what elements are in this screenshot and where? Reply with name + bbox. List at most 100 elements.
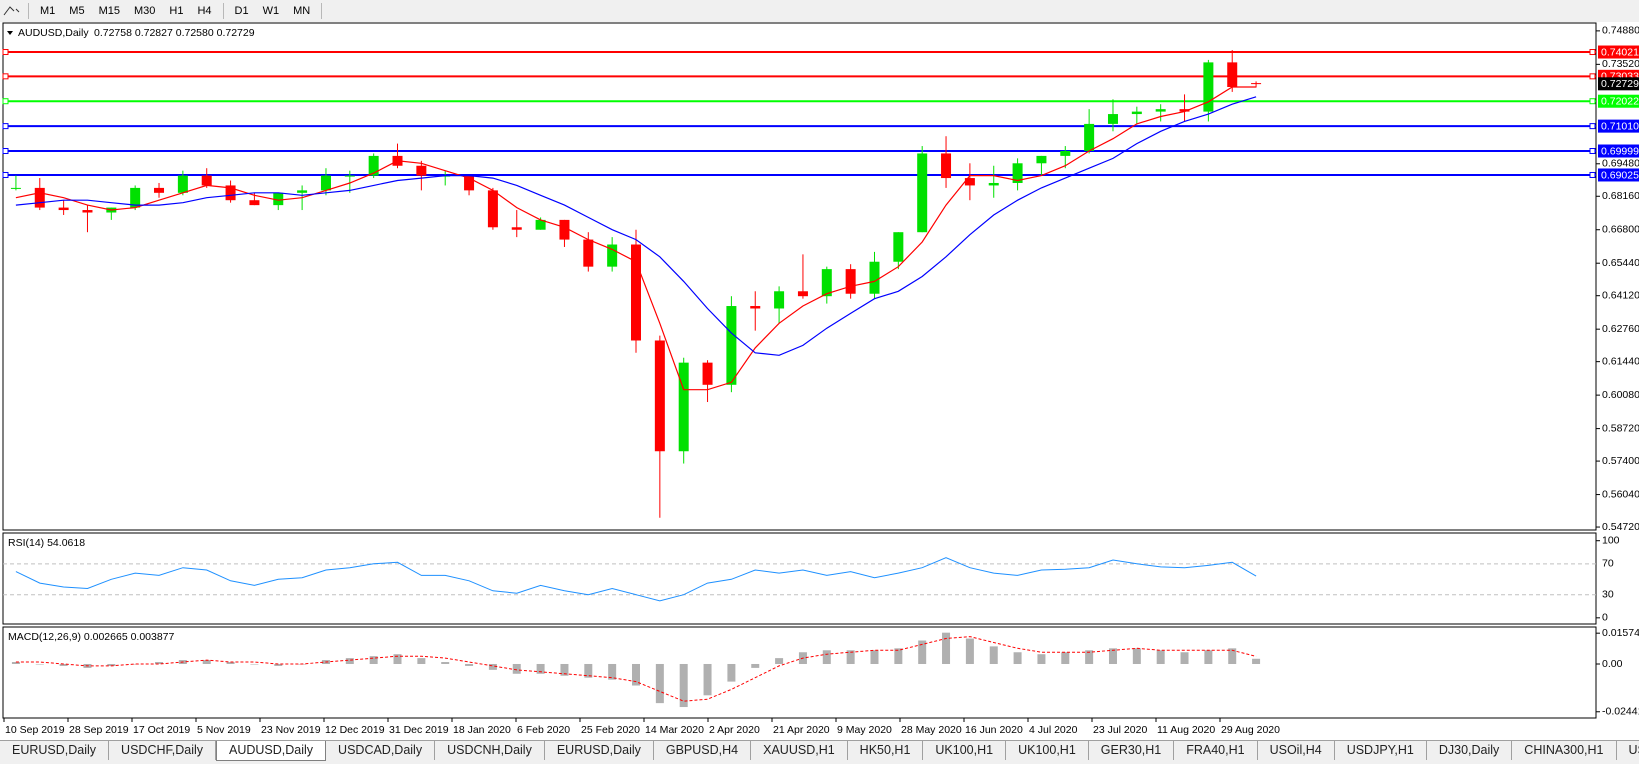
candle-body [297,190,307,192]
x-tick-label: 14 Mar 2020 [645,724,704,736]
candle-body [941,153,951,178]
chart-tab[interactable]: USDCAD,Daily [326,741,435,760]
chart-tab[interactable]: USOil,H1 [1617,741,1639,760]
y-tick-label: 0.73520 [1602,58,1639,70]
chart-window: 0.748800.735200.694800.681600.668000.654… [0,22,1639,740]
macd-bar [1061,652,1069,664]
y-tick-label: 0.61440 [1602,355,1639,367]
macd-bar [727,664,735,682]
candle-body [11,188,21,189]
candle-body [917,153,927,232]
chart-tab[interactable]: FRA40,H1 [1174,741,1257,760]
candle-body [416,166,426,176]
candle-body [82,210,92,212]
candle-body [1132,112,1142,114]
y-tick-label: 0.68160 [1602,190,1639,202]
x-tick-label: 28 May 2020 [901,724,962,736]
macd-bar [704,664,712,695]
level-handle [3,74,8,79]
candle-body [1060,151,1070,156]
chart-tab[interactable]: UK100,H1 [923,741,1006,760]
candle-body [989,183,999,185]
macd-bar [656,664,664,703]
chart-tab[interactable]: USDCHF,Daily [109,741,216,760]
timeframe-button[interactable]: MN [286,1,317,21]
macd-bar [394,654,402,664]
candle-body [59,208,69,210]
chart-tab[interactable]: AUDUSD,Daily [216,741,326,761]
x-tick-label: 16 Jun 2020 [965,724,1023,736]
candle-body [798,291,808,296]
chart-tab[interactable]: EURUSD,Daily [545,741,654,760]
timeframe-button[interactable]: H4 [190,1,218,21]
candle-body [202,176,212,186]
separator [28,3,29,19]
y-tick-label: 0.74880 [1602,25,1639,37]
candle-body [35,188,45,208]
chart-title: AUDUSD,Daily [18,27,89,39]
macd-bar [513,664,521,674]
macd-bar [489,664,497,670]
x-tick-label: 23 Jul 2020 [1093,724,1147,736]
timeframe-button[interactable]: M15 [92,1,127,21]
y-tick-label: 0.56040 [1602,488,1639,500]
timeframe-button[interactable]: M5 [62,1,91,21]
tool-icon [0,1,24,21]
level-handle [1590,99,1595,104]
y-tick-label: 0 [1602,612,1608,624]
timeframe-button[interactable]: M1 [33,1,62,21]
candle-body [154,188,164,193]
chart-tab[interactable]: UK100,H1 [1006,741,1089,760]
macd-bar [370,656,378,664]
x-tick-label: 2 Apr 2020 [709,724,760,736]
timeframe-button[interactable]: H1 [162,1,190,21]
macd-bar [942,633,950,664]
chart-tab[interactable]: USOil,H4 [1258,741,1335,760]
level-handle [1590,124,1595,129]
macd-bar [417,658,425,664]
chart-tab[interactable]: DJ30,Daily [1427,741,1512,760]
macd-bar [346,658,354,664]
candle-body [512,227,522,229]
candle-body [774,291,784,308]
macd-bar [203,660,211,664]
candle-body [631,245,641,341]
chart-tab[interactable]: USDJPY,H1 [1335,741,1427,760]
timeframe-button[interactable]: W1 [256,1,287,21]
level-label: 0.72022 [1601,95,1639,107]
timeframe-button[interactable]: D1 [228,1,256,21]
chart-tab[interactable]: HK50,H1 [848,741,924,760]
level-label: 0.74021 [1601,46,1639,58]
chart-tab[interactable]: GER30,H1 [1089,741,1174,760]
chart-tab[interactable]: GBPUSD,H4 [654,741,751,760]
level-label: 0.71010 [1601,120,1639,132]
x-tick-label: 29 Aug 2020 [1221,724,1280,736]
y-tick-label: -0.024412 [1602,706,1639,718]
chart-tab[interactable]: USDCNH,Daily [435,741,545,760]
y-tick-label: 0.60080 [1602,389,1639,401]
candle-body [488,190,498,227]
x-tick-label: 9 May 2020 [837,724,892,736]
candle-body [1156,109,1166,111]
timeframe-button[interactable]: M30 [127,1,162,21]
candle-body [1251,83,1261,84]
level-handle [1590,50,1595,55]
candle-body [893,232,903,262]
chart-tab[interactable]: CHINA300,H1 [1512,741,1616,760]
level-handle [3,172,8,177]
x-tick-label: 28 Sep 2019 [69,724,129,736]
y-tick-label: 0.69480 [1602,158,1639,170]
candle-body [679,363,689,452]
chart-tab[interactable]: EURUSD,Daily [0,741,109,760]
y-tick-label: 0.015741 [1602,627,1639,639]
x-tick-label: 6 Feb 2020 [517,724,570,736]
macd-bar [36,664,44,665]
panel: 0.748800.735200.694800.681600.668000.654… [3,25,1639,533]
candle-body [750,306,760,308]
chart-tab[interactable]: XAUUSD,H1 [751,741,848,760]
panel-frame [3,23,1596,530]
indicator-title: RSI(14) 54.0618 [8,537,85,549]
macd-bar [1204,650,1212,664]
